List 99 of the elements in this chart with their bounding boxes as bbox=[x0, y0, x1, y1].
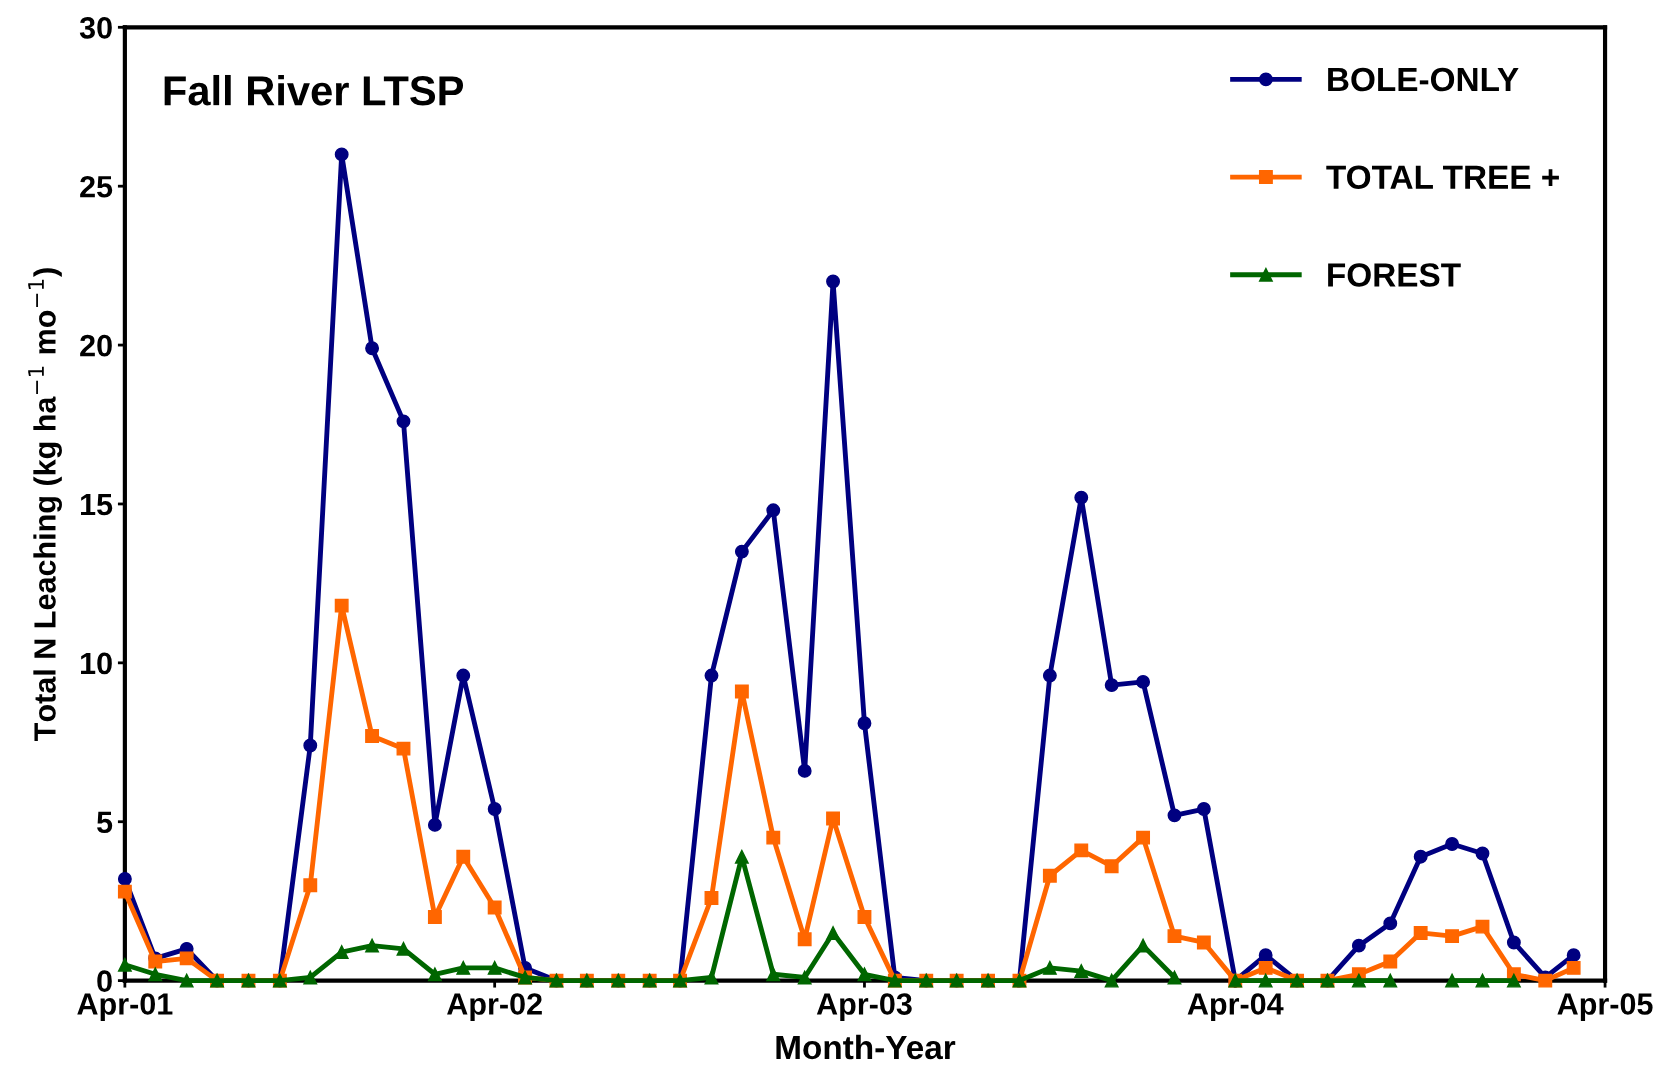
point bbox=[1258, 960, 1273, 975]
point bbox=[148, 967, 163, 982]
point bbox=[1258, 948, 1273, 963]
point bbox=[456, 960, 471, 975]
point bbox=[1506, 973, 1521, 988]
point bbox=[179, 951, 194, 966]
point bbox=[1413, 926, 1428, 940]
point bbox=[1074, 964, 1089, 979]
x-axis-title: Month-Year bbox=[776, 1034, 956, 1060]
point bbox=[1104, 973, 1119, 988]
point bbox=[704, 891, 719, 905]
point bbox=[1383, 973, 1398, 988]
y-tick-label: 0 bbox=[97, 970, 112, 992]
point bbox=[1258, 973, 1273, 988]
point bbox=[1167, 970, 1182, 985]
legend-label: FOREST bbox=[1328, 263, 1461, 287]
x-tick-label: Apr-05 bbox=[1557, 993, 1653, 1021]
point bbox=[365, 728, 380, 743]
y-tick-label: 20 bbox=[80, 334, 112, 357]
point bbox=[117, 957, 132, 972]
point bbox=[734, 544, 749, 559]
point bbox=[1445, 837, 1460, 851]
point bbox=[1042, 960, 1057, 975]
point bbox=[826, 274, 840, 289]
point bbox=[1383, 954, 1398, 969]
point bbox=[704, 668, 719, 683]
point bbox=[117, 871, 132, 886]
x-tick-label: Apr-02 bbox=[447, 993, 542, 1021]
point bbox=[857, 716, 872, 731]
point bbox=[704, 970, 719, 985]
point bbox=[826, 926, 840, 940]
point bbox=[396, 941, 411, 956]
point bbox=[117, 884, 132, 899]
point bbox=[1445, 973, 1460, 988]
point bbox=[734, 849, 749, 864]
legend-label: TOTAL TREE + bbox=[1326, 165, 1559, 190]
point bbox=[487, 960, 502, 975]
point bbox=[427, 817, 442, 832]
y-tick-label: 10 bbox=[81, 652, 112, 675]
point bbox=[797, 970, 812, 985]
point bbox=[857, 910, 872, 925]
text: Fall River LTSP bbox=[164, 74, 464, 106]
point bbox=[1475, 919, 1490, 934]
legend-label: BOLE-ONLY bbox=[1328, 67, 1519, 92]
point bbox=[1566, 948, 1581, 963]
point bbox=[1351, 938, 1366, 953]
point bbox=[1167, 808, 1182, 823]
point bbox=[303, 738, 318, 753]
point bbox=[826, 811, 840, 826]
point bbox=[334, 598, 349, 613]
point bbox=[734, 684, 749, 699]
point bbox=[1566, 960, 1581, 975]
x-tick-label: Apr-01 bbox=[77, 993, 173, 1021]
point bbox=[303, 970, 318, 985]
point bbox=[427, 967, 442, 982]
x-tick-label: Apr-03 bbox=[816, 993, 912, 1021]
point bbox=[334, 147, 349, 162]
point bbox=[1167, 929, 1182, 944]
point bbox=[1506, 935, 1521, 950]
point bbox=[1475, 846, 1490, 861]
point bbox=[797, 763, 812, 778]
point bbox=[766, 967, 781, 982]
point bbox=[1074, 490, 1089, 505]
point bbox=[303, 878, 318, 893]
point bbox=[1042, 668, 1057, 683]
y-axis-title: Total N Leaching (kg ha$^{−1}$ mo$^{−1}$) bbox=[28, 268, 62, 741]
y-tick-label: 5 bbox=[97, 811, 113, 834]
point bbox=[1383, 916, 1398, 931]
point bbox=[1475, 973, 1490, 988]
point bbox=[365, 341, 380, 356]
point bbox=[1413, 849, 1428, 864]
point bbox=[179, 973, 194, 988]
point bbox=[1104, 678, 1119, 693]
point bbox=[1351, 973, 1366, 988]
point bbox=[1136, 938, 1151, 953]
point bbox=[427, 910, 442, 925]
point bbox=[365, 938, 380, 953]
point bbox=[797, 932, 812, 947]
point bbox=[1136, 830, 1151, 845]
point bbox=[1445, 929, 1460, 944]
point bbox=[396, 741, 411, 756]
point bbox=[396, 414, 411, 429]
point bbox=[1042, 868, 1057, 883]
y-tick-label: 30 bbox=[79, 17, 112, 39]
point bbox=[456, 849, 471, 864]
point bbox=[1136, 674, 1151, 689]
point bbox=[766, 503, 781, 518]
point bbox=[1196, 802, 1211, 816]
point bbox=[456, 668, 471, 683]
point bbox=[1104, 859, 1119, 874]
point bbox=[766, 830, 781, 845]
y-tick-label: 15 bbox=[81, 494, 113, 516]
point bbox=[857, 967, 872, 982]
point bbox=[487, 900, 502, 915]
y-tick-label: 25 bbox=[80, 175, 113, 198]
x-tick-label: Apr-04 bbox=[1187, 993, 1284, 1021]
point bbox=[1074, 843, 1089, 858]
point bbox=[1196, 935, 1211, 950]
point bbox=[487, 802, 502, 816]
